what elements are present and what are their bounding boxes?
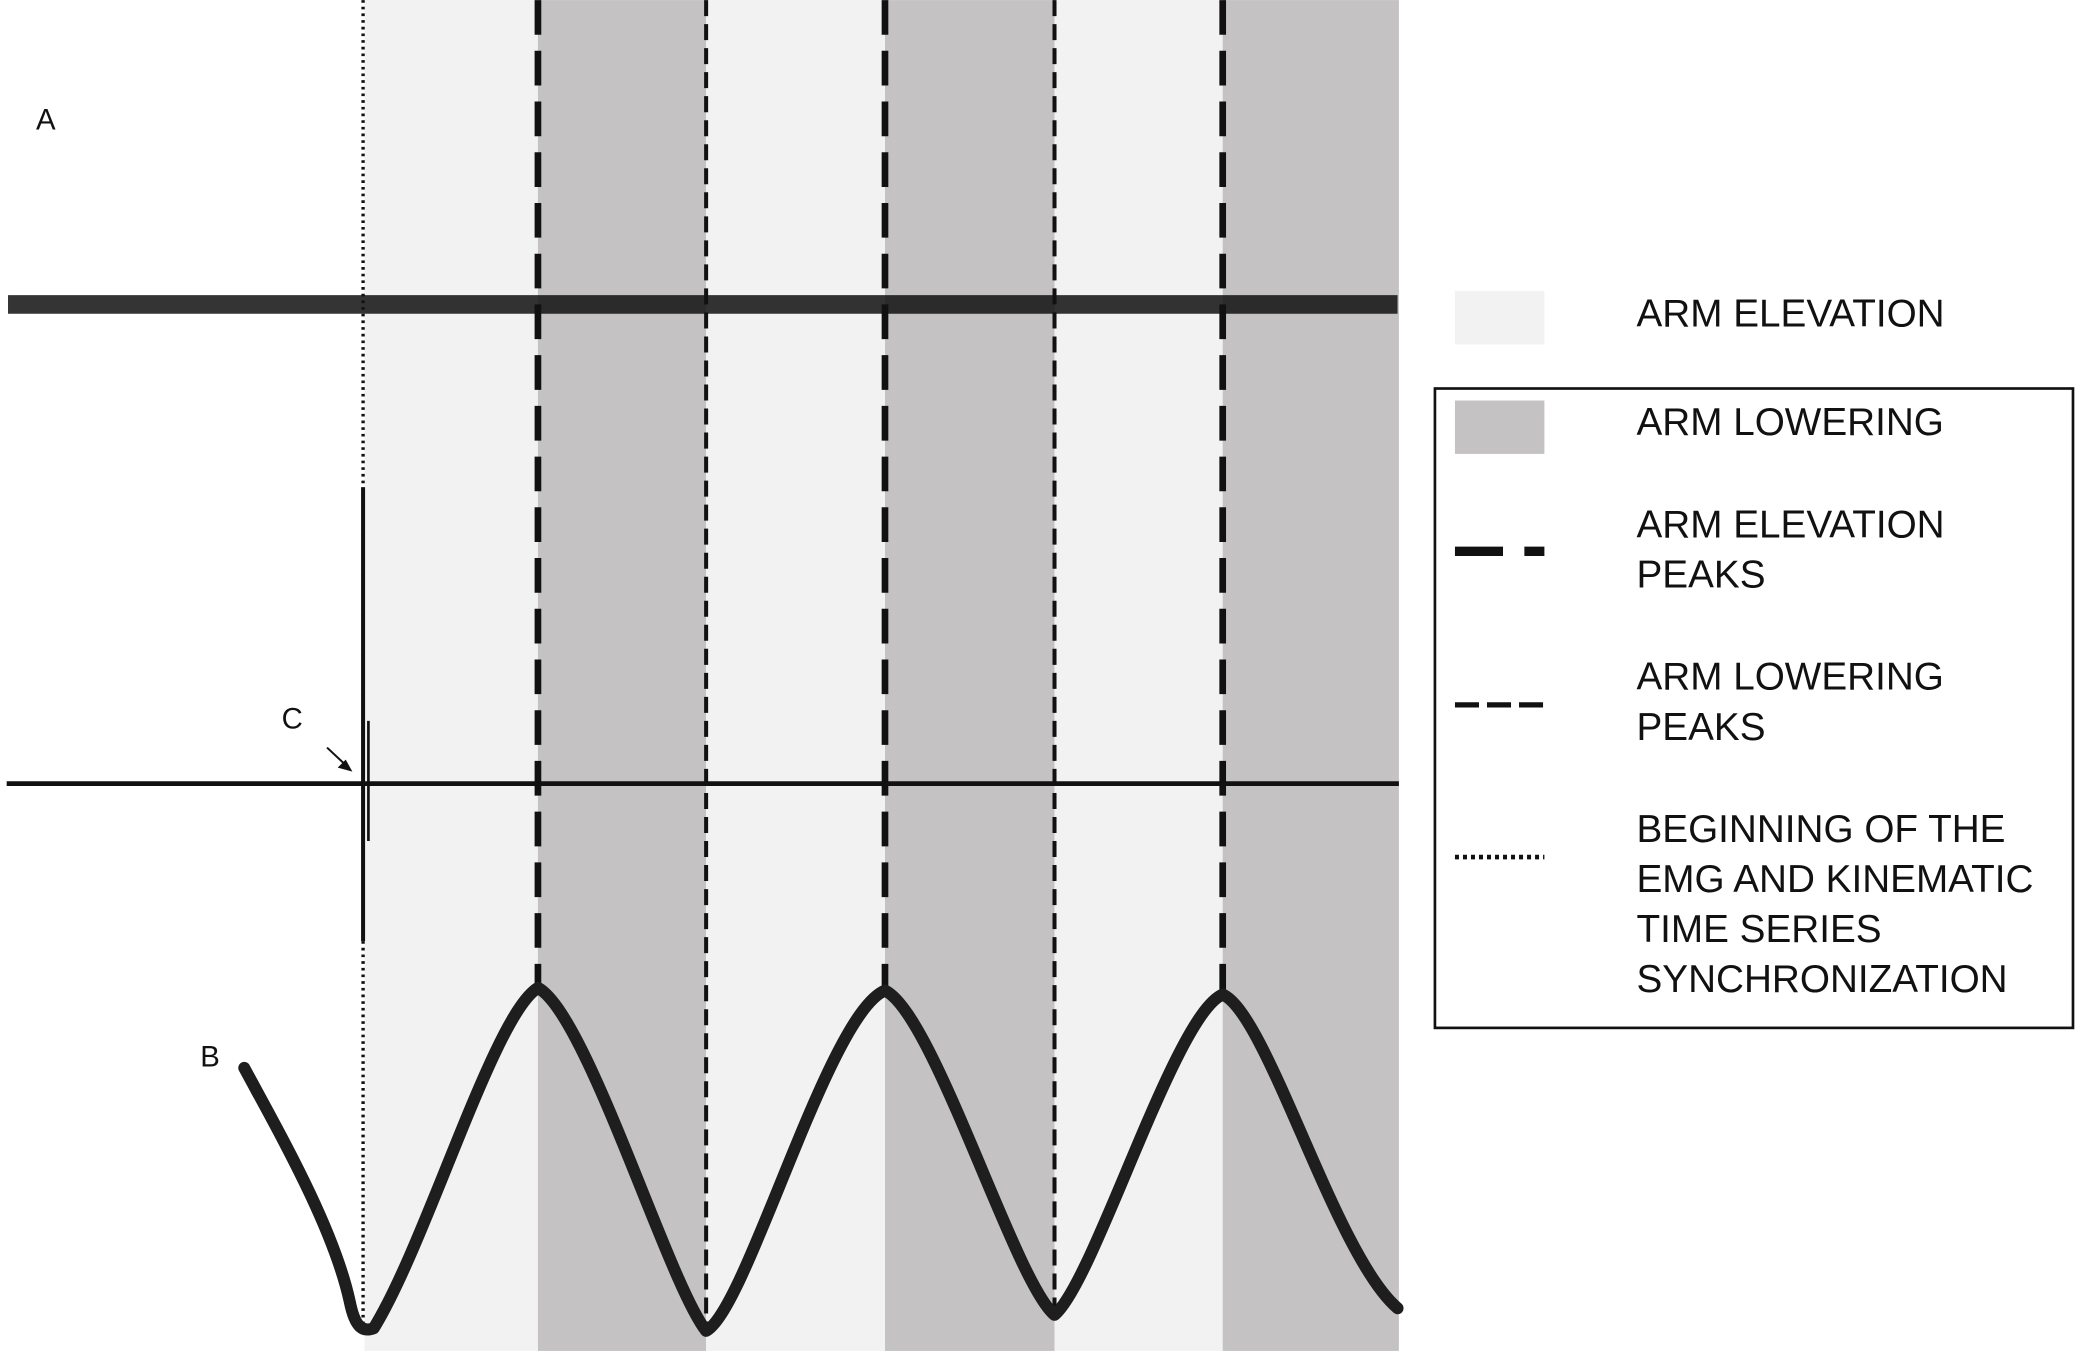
- sync-signal: [6, 487, 1399, 942]
- lowering-band: [884, 0, 1055, 1351]
- lowering-band: [1222, 0, 1399, 1351]
- panel-label: A: [36, 103, 56, 136]
- legend-label: ARM ELEVATION: [1636, 504, 1944, 547]
- legend-label: PEAKS: [1636, 706, 1765, 749]
- legend-label: SYNCHRONIZATION: [1636, 958, 2007, 1001]
- elevation-band: [1054, 0, 1223, 1351]
- legend-label: PEAKS: [1636, 554, 1765, 597]
- panel-label: C: [282, 703, 303, 736]
- legend-box: [1433, 387, 2075, 1030]
- legend-texts: ARM ELEVATION ARM LOWERING ARM ELEVATION PE…: [1636, 293, 2033, 1001]
- panel-label: B: [200, 1040, 220, 1073]
- legend-label: ARM ELEVATION: [1636, 293, 1944, 336]
- elevation-band: [364, 0, 538, 1351]
- legend-label: ARM LOWERING: [1636, 656, 1943, 699]
- legend-label: TIME SERIES: [1636, 908, 1881, 951]
- arrow-head: [337, 759, 353, 772]
- elevation-band: [706, 0, 885, 1351]
- phase-bands: [364, 0, 1399, 1351]
- legend-swatch: [1454, 400, 1545, 454]
- legend-swatch: [1454, 291, 1545, 345]
- legend-label: BEGINNING OF THE: [1636, 808, 2005, 851]
- legend-label: ARM LOWERING: [1636, 401, 1943, 444]
- legend: ARM ELEVATION ARM LOWERING ARM ELEVATION PE…: [1433, 291, 2075, 1030]
- kinematic-curve: [238, 981, 1404, 1337]
- legend-label: EMG AND KINEMATIC: [1636, 858, 2033, 901]
